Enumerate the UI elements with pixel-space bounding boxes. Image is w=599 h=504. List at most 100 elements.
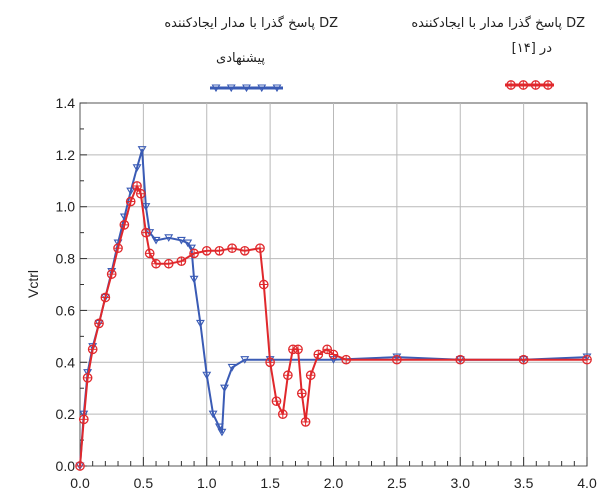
data-point (163, 258, 174, 269)
legend-item-ref14: پاسخ گذرا مدار با ایجادکننده DZ در [۱۴] (411, 15, 585, 90)
data-point (202, 371, 212, 380)
data-point (100, 292, 111, 303)
data-point (75, 461, 85, 471)
data-point (518, 354, 529, 365)
legend: پاسخ گذرا با مدار ایجادکننده DZ پیشنهادی… (164, 15, 585, 93)
data-point (271, 396, 282, 407)
data-point (300, 417, 311, 427)
y-tick-label: 0.8 (56, 251, 76, 267)
legend-marker (543, 80, 553, 90)
data-point (164, 234, 174, 242)
data-point (113, 243, 123, 254)
data-point (293, 344, 303, 355)
x-tick-label: 4.0 (577, 475, 597, 491)
data-point (176, 236, 186, 245)
data-point (265, 357, 275, 368)
data-point (132, 181, 142, 191)
data-point (283, 370, 293, 381)
legend-marker (242, 84, 251, 93)
legend-label-ref14-line2: در [۱۴] (512, 41, 553, 56)
data-point (305, 370, 316, 381)
data-point (94, 318, 104, 329)
data-point (392, 354, 402, 365)
data-point (151, 258, 161, 269)
data-point (455, 354, 466, 365)
data-point (582, 354, 592, 365)
data-point (195, 319, 205, 328)
y-tick-label: 0.4 (56, 354, 76, 370)
data-point (208, 410, 218, 419)
data-point (144, 248, 155, 259)
legend-item-proposed: پاسخ گذرا با مدار ایجادکننده DZ پیشنهادی (164, 15, 338, 93)
data-point (141, 203, 151, 211)
data-point (277, 409, 288, 419)
data-point (227, 363, 237, 372)
y-tick-label: 0.6 (56, 302, 76, 318)
x-tick-label: 3.5 (514, 475, 534, 491)
data-point (255, 243, 265, 254)
data-point (582, 353, 592, 362)
data-point (176, 256, 187, 267)
legend-marker (272, 84, 282, 93)
data-point (328, 349, 339, 360)
axis-ticks: 0.0 0.5 1.0 1.5 2.0 2.5 3.0 3.5 4.0 0.0 0.2 0.4 0.6 0… (56, 95, 597, 491)
data-point (313, 349, 324, 360)
legend-marker (518, 80, 529, 90)
legend-marker (211, 84, 221, 93)
data-point (239, 245, 250, 256)
legend-label-proposed-line2: پیشنهادی (216, 51, 265, 66)
data-point (135, 188, 146, 199)
legend-marker (257, 84, 267, 93)
y-tick-label: 0.0 (56, 458, 76, 474)
data-point (240, 356, 250, 364)
data-point (189, 248, 199, 259)
data-point (106, 269, 117, 279)
y-tick-label: 0.2 (56, 406, 76, 422)
y-axis-label: Vctrl (25, 270, 41, 298)
data-point (322, 344, 333, 355)
legend-marker (530, 80, 541, 90)
data-point (88, 343, 98, 351)
x-tick-label: 0.5 (134, 475, 154, 491)
x-tick-label: 2.5 (387, 475, 407, 491)
data-point (220, 384, 229, 393)
data-point (151, 236, 161, 245)
data-point (189, 275, 199, 284)
data-point (78, 414, 89, 425)
x-tick-label: 3.0 (451, 475, 471, 491)
data-point (107, 267, 117, 276)
x-tick-label: 2.0 (324, 475, 344, 491)
data-point (187, 244, 196, 253)
y-tick-label: 1.4 (56, 95, 76, 111)
data-point (341, 354, 352, 365)
data-point (183, 239, 193, 248)
data-point (227, 243, 237, 254)
legend-marker (506, 80, 516, 90)
y-tick-label: 1.2 (56, 147, 76, 163)
data-point (217, 428, 227, 437)
x-tick-label: 0.0 (70, 475, 90, 491)
data-point (137, 146, 147, 154)
series-1 (75, 181, 592, 471)
legend-label-proposed-line1: پاسخ گذرا با مدار ایجادکننده DZ (164, 15, 338, 31)
data-point (125, 196, 136, 207)
data-point (119, 220, 130, 230)
y-tick-label: 1.0 (56, 199, 76, 215)
legend-marker (226, 84, 236, 93)
data-point (258, 279, 269, 290)
data-point (141, 227, 151, 238)
data-point (82, 372, 93, 383)
data-point (87, 344, 98, 355)
data-point (296, 388, 307, 399)
data-point (214, 423, 224, 432)
x-tick-label: 1.0 (197, 475, 217, 491)
grid (80, 103, 587, 466)
x-tick-label: 1.5 (260, 475, 280, 491)
legend-label-ref14-line1: پاسخ گذرا مدار با ایجادکننده DZ (411, 15, 585, 31)
data-point (214, 245, 225, 256)
data-point (201, 245, 212, 256)
data-point (132, 164, 142, 172)
data-point (392, 353, 402, 362)
series-layer (75, 146, 592, 471)
